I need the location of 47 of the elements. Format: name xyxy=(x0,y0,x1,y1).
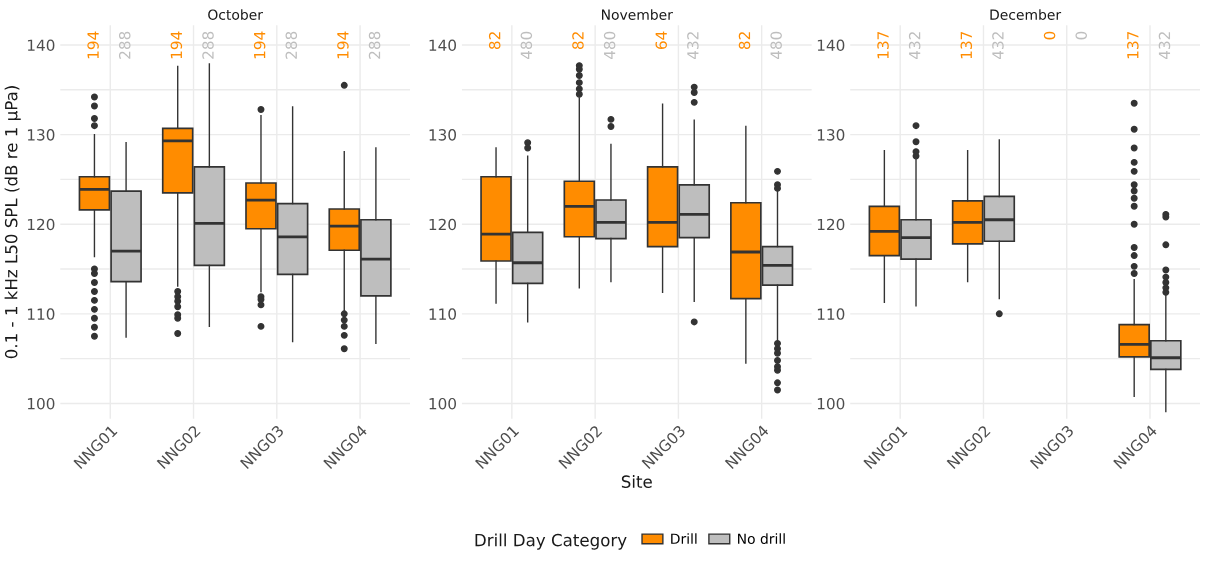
text: 137 xyxy=(1127,31,1139,59)
y-tick-label: 130 xyxy=(817,129,845,141)
y-tick-label: 130 xyxy=(429,129,457,141)
text: 194 xyxy=(87,31,99,59)
text: 0 xyxy=(1075,31,1087,40)
legend-label: No drill xyxy=(738,533,785,544)
text: 480 xyxy=(520,31,533,60)
text: 194 xyxy=(253,31,266,59)
text: 288 xyxy=(368,31,381,59)
legend-label: Drill xyxy=(671,533,697,544)
text: 194 xyxy=(170,31,183,59)
y-tick-label: 120 xyxy=(27,218,55,231)
text: 194 xyxy=(337,31,349,59)
y-tick-label: 110 xyxy=(429,308,457,320)
text: 480 xyxy=(770,31,782,60)
y-tick-label: 120 xyxy=(817,218,845,231)
text: 82 xyxy=(738,32,751,50)
chart-title: October xyxy=(208,9,263,20)
text: 432 xyxy=(908,32,921,60)
y-tick-label: 140 xyxy=(817,39,845,52)
chart-title: November xyxy=(602,9,673,20)
text: 480 xyxy=(603,31,616,60)
text: 288 xyxy=(285,31,298,59)
y-tick-label: 140 xyxy=(429,39,457,52)
y-tick-label: 120 xyxy=(429,218,457,231)
y-tick-label: 100 xyxy=(27,397,55,410)
y-tick-label: 140 xyxy=(27,39,55,52)
legend-title: Drill Day Category xyxy=(475,533,627,550)
text: 64 xyxy=(655,31,668,50)
y-tick-label: 100 xyxy=(817,397,845,410)
y-tick-label: 100 xyxy=(429,397,457,410)
text: 137 xyxy=(960,31,973,59)
text: 432 xyxy=(687,32,699,60)
y-tick-label: 130 xyxy=(27,129,55,141)
text: 288 xyxy=(118,31,131,59)
text: 288 xyxy=(202,31,214,59)
text: 82 xyxy=(572,32,584,50)
text: 432 xyxy=(992,32,1004,60)
text: 137 xyxy=(877,31,889,59)
x-axis-title: Site xyxy=(621,475,652,488)
text: 0 xyxy=(1043,31,1056,40)
y-tick-label: 110 xyxy=(27,308,55,320)
chart-title: December xyxy=(990,9,1062,20)
text: 432 xyxy=(1158,32,1171,60)
y-axis-title: 0.1 - 1 kHz L50 SPL (dB re 1 µPa) xyxy=(4,86,21,359)
text: 82 xyxy=(488,32,501,50)
y-tick-label: 110 xyxy=(817,308,845,320)
